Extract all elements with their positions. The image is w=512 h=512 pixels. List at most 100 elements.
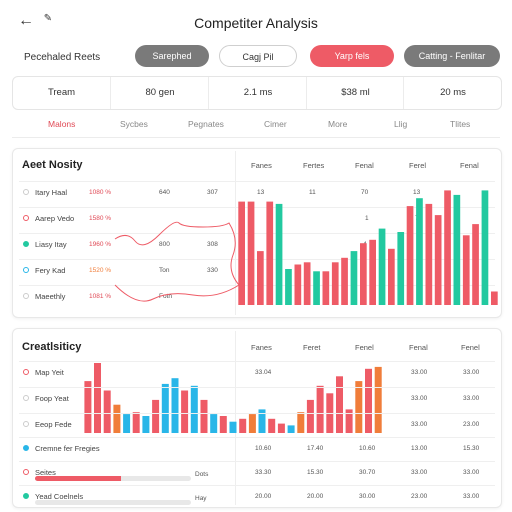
bar [268,418,276,433]
card1-col-1: Fertes [303,161,325,170]
card1-col-value: 1 [365,215,369,222]
bar [388,248,395,305]
card2-row-label: Eeop Fede [35,420,72,429]
bar [277,423,285,433]
card1-col-value: 70 [361,189,369,196]
card1-col-2: Fenal [355,161,374,170]
card2-cell: 33.04 [255,369,272,376]
tab-bar: Malons Sycbes Pegnates Cimer More Llig T… [12,115,500,138]
divider [19,387,495,388]
bar [369,239,376,305]
card1-row-label: Itary Haal [35,188,68,197]
card2-cell: 13.00 [411,445,428,452]
divider [19,461,495,462]
tab-llig[interactable]: Llig [394,119,408,129]
card2-col-0: Fanes [251,343,272,352]
card2-row-label: Yead Coelnels [35,492,84,501]
row-dot [23,369,29,375]
row-dot [23,445,29,451]
card1-col-value: 13 [413,189,421,196]
card1-row-label: Liasy Itay [35,240,67,249]
card2-cell: 17.40 [307,445,324,452]
row-dot [23,215,29,221]
bar [365,368,372,433]
bar [239,418,247,433]
bar [229,421,237,433]
row-dot [23,395,29,401]
back-arrow-icon[interactable]: ← [18,12,34,29]
bar [247,201,255,305]
row-dot [23,469,29,475]
card1-row-value: 330 [207,267,218,274]
bar [152,399,160,433]
card2-cell: 33.00 [411,469,428,476]
tab-more[interactable]: More [328,119,348,129]
bar [161,383,169,433]
tab-tlites[interactable]: Tlites [450,119,471,129]
card2-cell: 33.00 [463,469,480,476]
bar [481,190,489,305]
progress-bar [35,476,191,481]
top-bar: ← ✎ Competiter Analysis [0,0,512,40]
edit-icon[interactable]: ✎ [43,13,53,24]
card2-cell: 33.00 [463,493,480,500]
card1-row-value: 800 [159,241,170,248]
card1-row-value: Fotn [159,293,173,300]
bar [266,201,274,305]
card1-row-label: Aarep Vedo [35,214,75,223]
bar [257,251,264,305]
bar [350,251,358,305]
bar [313,271,320,305]
bar [171,378,179,433]
card2-cell: 10.60 [359,445,376,452]
card1-row-value: 1080 % [89,189,112,196]
stat-1: 80 gen [110,77,209,109]
tab-pegnates[interactable]: Pegnates [188,119,224,129]
chip-red[interactable]: Yarp fels [310,45,394,67]
saved-reports-label: Pecehaled Reets [24,52,101,63]
card2-col-1: Feret [303,343,321,352]
bar [406,206,414,305]
card2-cell: 15.30 [463,445,480,452]
card1-row-value: 1960 % [89,241,112,248]
card1-row-label: Maeethly [35,292,66,301]
card2-row-label: Seites [35,468,56,477]
bar [123,414,131,433]
bar [322,271,330,305]
bar [94,363,101,433]
bar [84,381,92,433]
divider [19,207,495,208]
bar [416,198,423,305]
row-dot [23,421,29,427]
card1-col-value: 11 [309,189,316,196]
row-dot [23,189,29,195]
card1-col-3: Ferel [409,161,427,170]
card1-row-value: 1580 % [89,215,112,222]
divider [19,437,495,438]
bar [472,224,479,305]
card1-col-4: Fenal [460,161,479,170]
chip-outline[interactable]: Cagj Pil [219,45,297,67]
chip-saved[interactable]: Sarephed [135,45,209,67]
bar [345,409,353,433]
bar [200,399,208,433]
row-dot [23,267,29,273]
tab-malons[interactable]: Malons [48,119,76,129]
chip-grey-right[interactable]: Catting - Fenlitar [404,45,500,67]
tab-sycbes[interactable]: Sycbes [120,119,148,129]
bar [142,416,150,433]
stat-3: $38 ml [306,77,404,109]
bar [336,376,343,433]
bar [444,190,451,305]
tab-cimer[interactable]: Cimer [264,119,287,129]
progress-note: Dots [195,471,209,478]
card1-row-value: 1081 % [89,293,112,300]
divider [19,413,495,414]
chart-1 [238,190,498,305]
activity-card: Aeet Nosity Fanes Fertes Fenal Ferel Fen… [12,148,502,318]
card2-cell: 15.30 [307,469,324,476]
divider [19,233,495,234]
progress-fill [35,476,121,481]
bar [219,416,227,433]
bar [248,414,256,433]
